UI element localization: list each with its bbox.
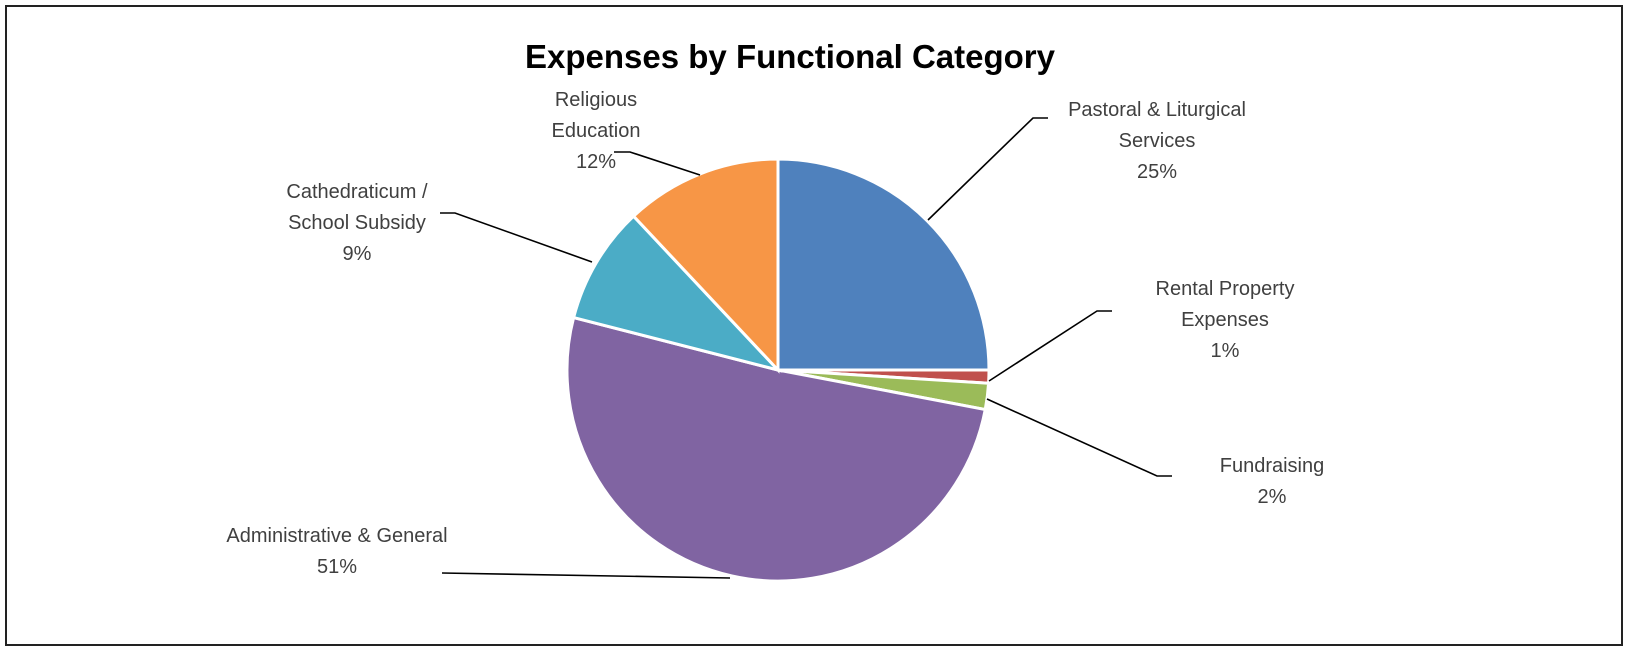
- data-label-administrative-general: Administrative & General 51%: [226, 525, 447, 578]
- data-label-value: 2%: [1258, 486, 1287, 508]
- data-label-category: School Subsidy: [288, 212, 426, 234]
- data-label-value: 9%: [343, 243, 372, 265]
- data-label-value: 25%: [1137, 161, 1177, 183]
- data-label-category: Services: [1119, 130, 1196, 152]
- data-label-value: 1%: [1211, 340, 1240, 362]
- data-label-category: Education: [552, 120, 641, 142]
- data-label-fundraising: Fundraising 2%: [1220, 455, 1325, 508]
- pie-slice-cathedraticum-school-subsidy: [571, 214, 783, 373]
- leader-line-fundraising: [986, 398, 1172, 477]
- pie-slice-pastoral-liturgical-services: [776, 157, 991, 372]
- leader-line-religious-education: [614, 151, 701, 176]
- leader-line-rental-property-expenses: [988, 310, 1112, 382]
- data-labels: Pastoral & Liturgical Services 25% Rental P…: [226, 89, 1324, 578]
- data-label-category: Rental Property: [1156, 278, 1295, 300]
- data-label-category: Cathedraticum /: [286, 181, 428, 203]
- data-label-category: Administrative & General: [226, 525, 447, 547]
- pie-slice-religious-education: [631, 157, 780, 374]
- data-label-religious-education: Religious Education 12%: [552, 89, 641, 173]
- data-label-rental-property-expenses: Rental Property Expenses 1%: [1156, 278, 1295, 362]
- pie-slices: [565, 157, 991, 583]
- leader-lines: [440, 117, 1172, 579]
- leader-line-cathedraticum-school-subsidy: [440, 212, 593, 263]
- data-label-value: 51%: [317, 556, 357, 578]
- data-label-pastoral-liturgical-services: Pastoral & Liturgical Services 25%: [1068, 99, 1246, 183]
- data-label-category: Expenses: [1181, 309, 1269, 331]
- data-label-value: 12%: [576, 151, 616, 173]
- data-label-cathedraticum-school-subsidy: Cathedraticum / School Subsidy 9%: [286, 181, 428, 265]
- data-label-category: Religious: [555, 89, 637, 111]
- leader-line-pastoral-liturgical-services: [927, 117, 1048, 221]
- leader-line-administrative-general: [441, 572, 731, 579]
- data-label-category: Pastoral & Liturgical: [1068, 99, 1246, 121]
- chart-title: Expenses by Functional Category: [525, 38, 1056, 75]
- data-label-category: Fundraising: [1220, 455, 1325, 477]
- pie-slice-administrative-general: [565, 315, 988, 583]
